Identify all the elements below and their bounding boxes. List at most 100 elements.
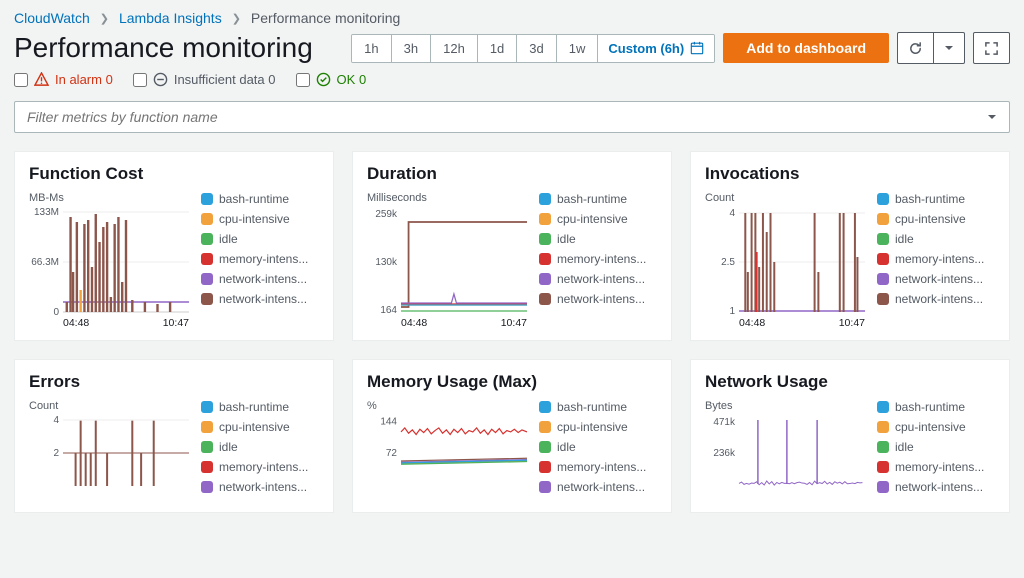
alarm-checkbox[interactable]: [14, 73, 28, 87]
legend-item[interactable]: network-intens...: [877, 292, 995, 306]
legend-item[interactable]: memory-intens...: [539, 460, 657, 474]
time-custom[interactable]: Custom (6h): [598, 35, 714, 62]
legend-item[interactable]: memory-intens...: [201, 252, 319, 266]
legend-item[interactable]: idle: [539, 440, 657, 454]
panel-function-cost: Function Cost MB-Ms 066.3M133M04:4810:47…: [14, 151, 334, 341]
svg-text:4: 4: [53, 416, 59, 426]
alarm-icon: [34, 72, 49, 87]
panel-unit: Count: [705, 192, 869, 204]
panel-title: Network Usage: [705, 372, 995, 392]
time-3d[interactable]: 3d: [517, 35, 556, 62]
caret-down-icon: [944, 43, 954, 53]
legend-item[interactable]: cpu-intensive: [539, 212, 657, 226]
legend-item[interactable]: memory-intens...: [539, 252, 657, 266]
svg-text:10:47: 10:47: [163, 317, 189, 328]
panel-unit: %: [367, 400, 531, 412]
svg-text:4: 4: [729, 208, 735, 219]
panel-title: Function Cost: [29, 164, 319, 184]
legend-item[interactable]: cpu-intensive: [201, 420, 319, 434]
status-alarm[interactable]: In alarm 0: [14, 72, 113, 87]
legend-item[interactable]: memory-intens...: [877, 460, 995, 474]
legend-item[interactable]: bash-runtime: [201, 400, 319, 414]
expand-icon: [984, 41, 999, 56]
legend-item[interactable]: cpu-intensive: [877, 212, 995, 226]
breadcrumb: CloudWatch ❯ Lambda Insights ❯ Performan…: [14, 10, 1010, 26]
legend-item[interactable]: network-intens...: [539, 292, 657, 306]
status-insufficient[interactable]: Insufficient data 0: [133, 72, 276, 87]
refresh-dropdown-button[interactable]: [934, 32, 965, 64]
panel-network-usage: Network Usage Bytes 236k471k bash-runtim…: [690, 359, 1010, 513]
svg-text:164: 164: [380, 305, 397, 316]
legend-item[interactable]: bash-runtime: [539, 400, 657, 414]
legend-item[interactable]: network-intens...: [201, 272, 319, 286]
panel-title: Memory Usage (Max): [367, 372, 657, 392]
svg-text:04:48: 04:48: [739, 317, 765, 328]
time-1d[interactable]: 1d: [478, 35, 517, 62]
svg-text:2: 2: [53, 448, 59, 459]
panel-title: Errors: [29, 372, 319, 392]
panel-invocations: Invocations Count 12.5404:4810:47 bash-r…: [690, 151, 1010, 341]
chart-legend: bash-runtime cpu-intensive idle memory-inte…: [539, 400, 657, 500]
breadcrumb-cloudwatch[interactable]: CloudWatch: [14, 10, 90, 26]
svg-text:2.5: 2.5: [721, 257, 735, 268]
panel-unit: MB-Ms: [29, 192, 193, 204]
fullscreen-button[interactable]: [973, 32, 1010, 64]
status-ok[interactable]: OK 0: [296, 72, 367, 87]
chevron-right-icon: ❯: [232, 12, 241, 25]
panel-unit: Count: [29, 400, 193, 412]
legend-item[interactable]: network-intens...: [201, 480, 319, 494]
legend-item[interactable]: bash-runtime: [877, 192, 995, 206]
breadcrumb-lambda-insights[interactable]: Lambda Insights: [119, 10, 222, 26]
chart-legend: bash-runtime cpu-intensive idle memory-inte…: [539, 192, 657, 328]
chevron-right-icon: ❯: [100, 12, 109, 25]
chart-legend: bash-runtime cpu-intensive idle memory-inte…: [877, 400, 995, 500]
svg-text:144: 144: [380, 416, 397, 427]
legend-item[interactable]: network-intens...: [539, 480, 657, 494]
svg-text:236k: 236k: [713, 448, 736, 459]
svg-text:10:47: 10:47: [839, 317, 865, 328]
ok-checkbox[interactable]: [296, 73, 310, 87]
insufficient-checkbox[interactable]: [133, 73, 147, 87]
chart-legend: bash-runtime cpu-intensive idle memory-inte…: [877, 192, 995, 328]
filter-input[interactable]: [27, 109, 987, 125]
panel-memory-usage-max-: Memory Usage (Max) % 72144 bash-runtimec…: [352, 359, 672, 513]
legend-item[interactable]: cpu-intensive: [201, 212, 319, 226]
legend-item[interactable]: network-intens...: [877, 480, 995, 494]
panel-duration: Duration Milliseconds 164130k259k04:4810…: [352, 151, 672, 341]
legend-item[interactable]: idle: [539, 232, 657, 246]
legend-item[interactable]: idle: [877, 232, 995, 246]
legend-item[interactable]: idle: [201, 440, 319, 454]
legend-item[interactable]: bash-runtime: [201, 192, 319, 206]
refresh-button[interactable]: [897, 32, 934, 64]
legend-item[interactable]: memory-intens...: [201, 460, 319, 474]
legend-item[interactable]: cpu-intensive: [877, 420, 995, 434]
panel-title: Duration: [367, 164, 657, 184]
time-1w[interactable]: 1w: [557, 35, 599, 62]
time-1h[interactable]: 1h: [352, 35, 391, 62]
legend-item[interactable]: idle: [877, 440, 995, 454]
legend-item[interactable]: memory-intens...: [877, 252, 995, 266]
legend-item[interactable]: bash-runtime: [877, 400, 995, 414]
legend-item[interactable]: idle: [201, 232, 319, 246]
time-range-selector: 1h 3h 12h 1d 3d 1w Custom (6h): [351, 34, 715, 63]
time-3h[interactable]: 3h: [392, 35, 431, 62]
legend-item[interactable]: network-intens...: [539, 272, 657, 286]
filter-box[interactable]: [14, 101, 1010, 133]
chart-legend: bash-runtime cpu-intensive idle memory-inte…: [201, 192, 319, 328]
caret-down-icon[interactable]: [987, 112, 997, 122]
chart-legend: bash-runtime cpu-intensive idle memory-inte…: [201, 400, 319, 500]
refresh-icon: [908, 41, 923, 56]
calendar-icon: [690, 41, 704, 55]
add-to-dashboard-button[interactable]: Add to dashboard: [723, 33, 889, 63]
svg-text:133M: 133M: [34, 208, 59, 218]
svg-text:471k: 471k: [713, 417, 736, 428]
legend-item[interactable]: network-intens...: [877, 272, 995, 286]
time-12h[interactable]: 12h: [431, 35, 478, 62]
check-circle-icon: [316, 72, 331, 87]
legend-item[interactable]: cpu-intensive: [539, 420, 657, 434]
panel-unit: Milliseconds: [367, 192, 531, 204]
legend-item[interactable]: bash-runtime: [539, 192, 657, 206]
minus-circle-icon: [153, 72, 168, 87]
legend-item[interactable]: network-intens...: [201, 292, 319, 306]
panel-title: Invocations: [705, 164, 995, 184]
